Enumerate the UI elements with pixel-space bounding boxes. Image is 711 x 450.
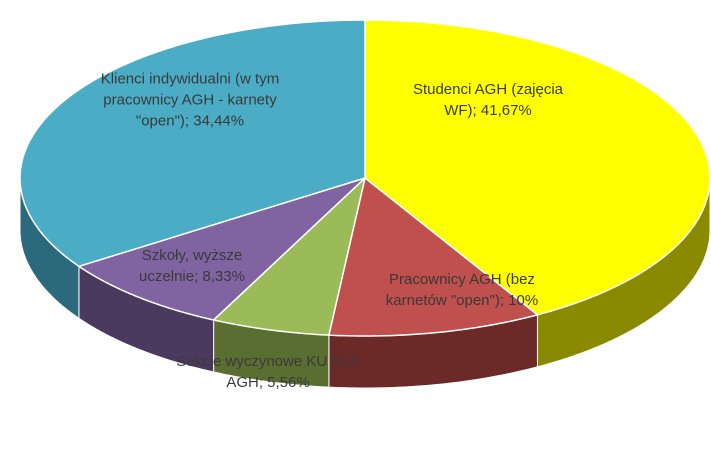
slice: [327, 176, 540, 337]
slice: [19, 19, 366, 268]
slice: [77, 177, 366, 321]
slice: [364, 19, 711, 316]
data-label: Sekcje wyczynowe KU AZS AGH; 5,56%: [176, 353, 360, 391]
data-label: Studenci AGH (zajęcia WF); 41,67%: [412, 81, 564, 119]
data-label: Pracownicy AGH (bez karnetów "open"); 10…: [385, 271, 539, 309]
data-label: Szkoły, wyższe uczelnie; 8,33%: [139, 247, 245, 285]
slice: [212, 175, 367, 336]
data-label: Klienci indywidualni (w tym pracownicy A…: [100, 70, 280, 130]
